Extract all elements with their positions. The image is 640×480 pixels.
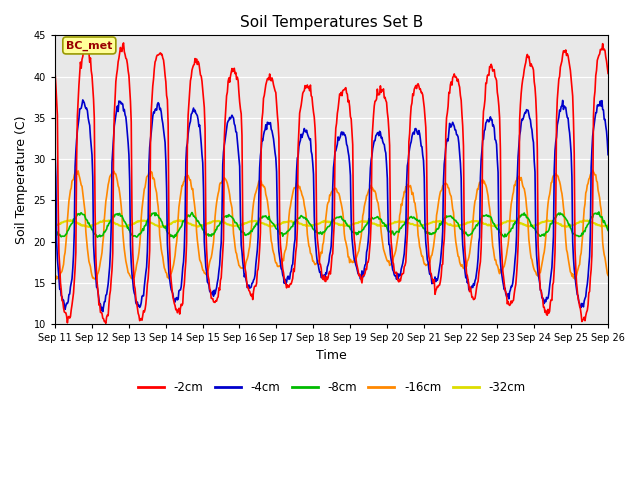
Line: -32cm: -32cm bbox=[55, 220, 608, 227]
-4cm bbox=[401, 251, 408, 256]
-32cm bbox=[205, 221, 212, 227]
-2cm bbox=[120, 40, 127, 46]
-2cm bbox=[417, 86, 424, 92]
-2cm bbox=[604, 71, 612, 76]
-4cm bbox=[99, 309, 107, 314]
-4cm bbox=[61, 307, 69, 312]
-32cm bbox=[67, 217, 74, 223]
-16cm bbox=[416, 244, 424, 250]
-32cm bbox=[157, 224, 165, 230]
-8cm bbox=[175, 228, 183, 233]
-16cm bbox=[571, 276, 579, 282]
X-axis label: Time: Time bbox=[316, 349, 347, 362]
-32cm bbox=[176, 217, 184, 223]
-8cm bbox=[51, 228, 59, 234]
Y-axis label: Soil Temperature (C): Soil Temperature (C) bbox=[15, 116, 28, 244]
-2cm bbox=[61, 310, 69, 315]
Line: -4cm: -4cm bbox=[55, 100, 608, 312]
-32cm bbox=[119, 223, 127, 228]
Line: -8cm: -8cm bbox=[55, 212, 608, 238]
-2cm bbox=[51, 70, 59, 76]
-4cm bbox=[79, 97, 86, 103]
-8cm bbox=[416, 217, 424, 223]
-16cm bbox=[119, 229, 127, 235]
-4cm bbox=[205, 282, 212, 288]
-16cm bbox=[399, 194, 407, 200]
-2cm bbox=[119, 42, 127, 48]
-8cm bbox=[204, 231, 212, 237]
-8cm bbox=[595, 209, 603, 215]
-16cm bbox=[604, 273, 612, 278]
-8cm bbox=[170, 235, 177, 240]
-16cm bbox=[61, 250, 69, 255]
-8cm bbox=[604, 228, 612, 233]
-4cm bbox=[51, 150, 59, 156]
-4cm bbox=[176, 287, 184, 293]
-2cm bbox=[401, 264, 408, 269]
-32cm bbox=[417, 223, 424, 228]
-4cm bbox=[604, 152, 612, 157]
Text: BC_met: BC_met bbox=[66, 40, 113, 50]
-2cm bbox=[205, 277, 212, 283]
-16cm bbox=[204, 267, 212, 273]
-2cm bbox=[176, 311, 184, 317]
-32cm bbox=[51, 222, 59, 228]
-16cm bbox=[51, 273, 59, 278]
-8cm bbox=[118, 213, 126, 219]
-8cm bbox=[61, 233, 69, 239]
-2cm bbox=[102, 321, 109, 326]
-32cm bbox=[61, 218, 69, 224]
-16cm bbox=[175, 204, 183, 210]
-32cm bbox=[401, 219, 408, 225]
Line: -2cm: -2cm bbox=[55, 43, 608, 324]
Line: -16cm: -16cm bbox=[55, 169, 608, 279]
-4cm bbox=[417, 136, 424, 142]
-32cm bbox=[604, 222, 612, 228]
Legend: -2cm, -4cm, -8cm, -16cm, -32cm: -2cm, -4cm, -8cm, -16cm, -32cm bbox=[133, 377, 530, 399]
-8cm bbox=[399, 222, 407, 228]
-4cm bbox=[120, 108, 127, 114]
Title: Soil Temperatures Set B: Soil Temperatures Set B bbox=[240, 15, 423, 30]
-16cm bbox=[72, 167, 80, 172]
